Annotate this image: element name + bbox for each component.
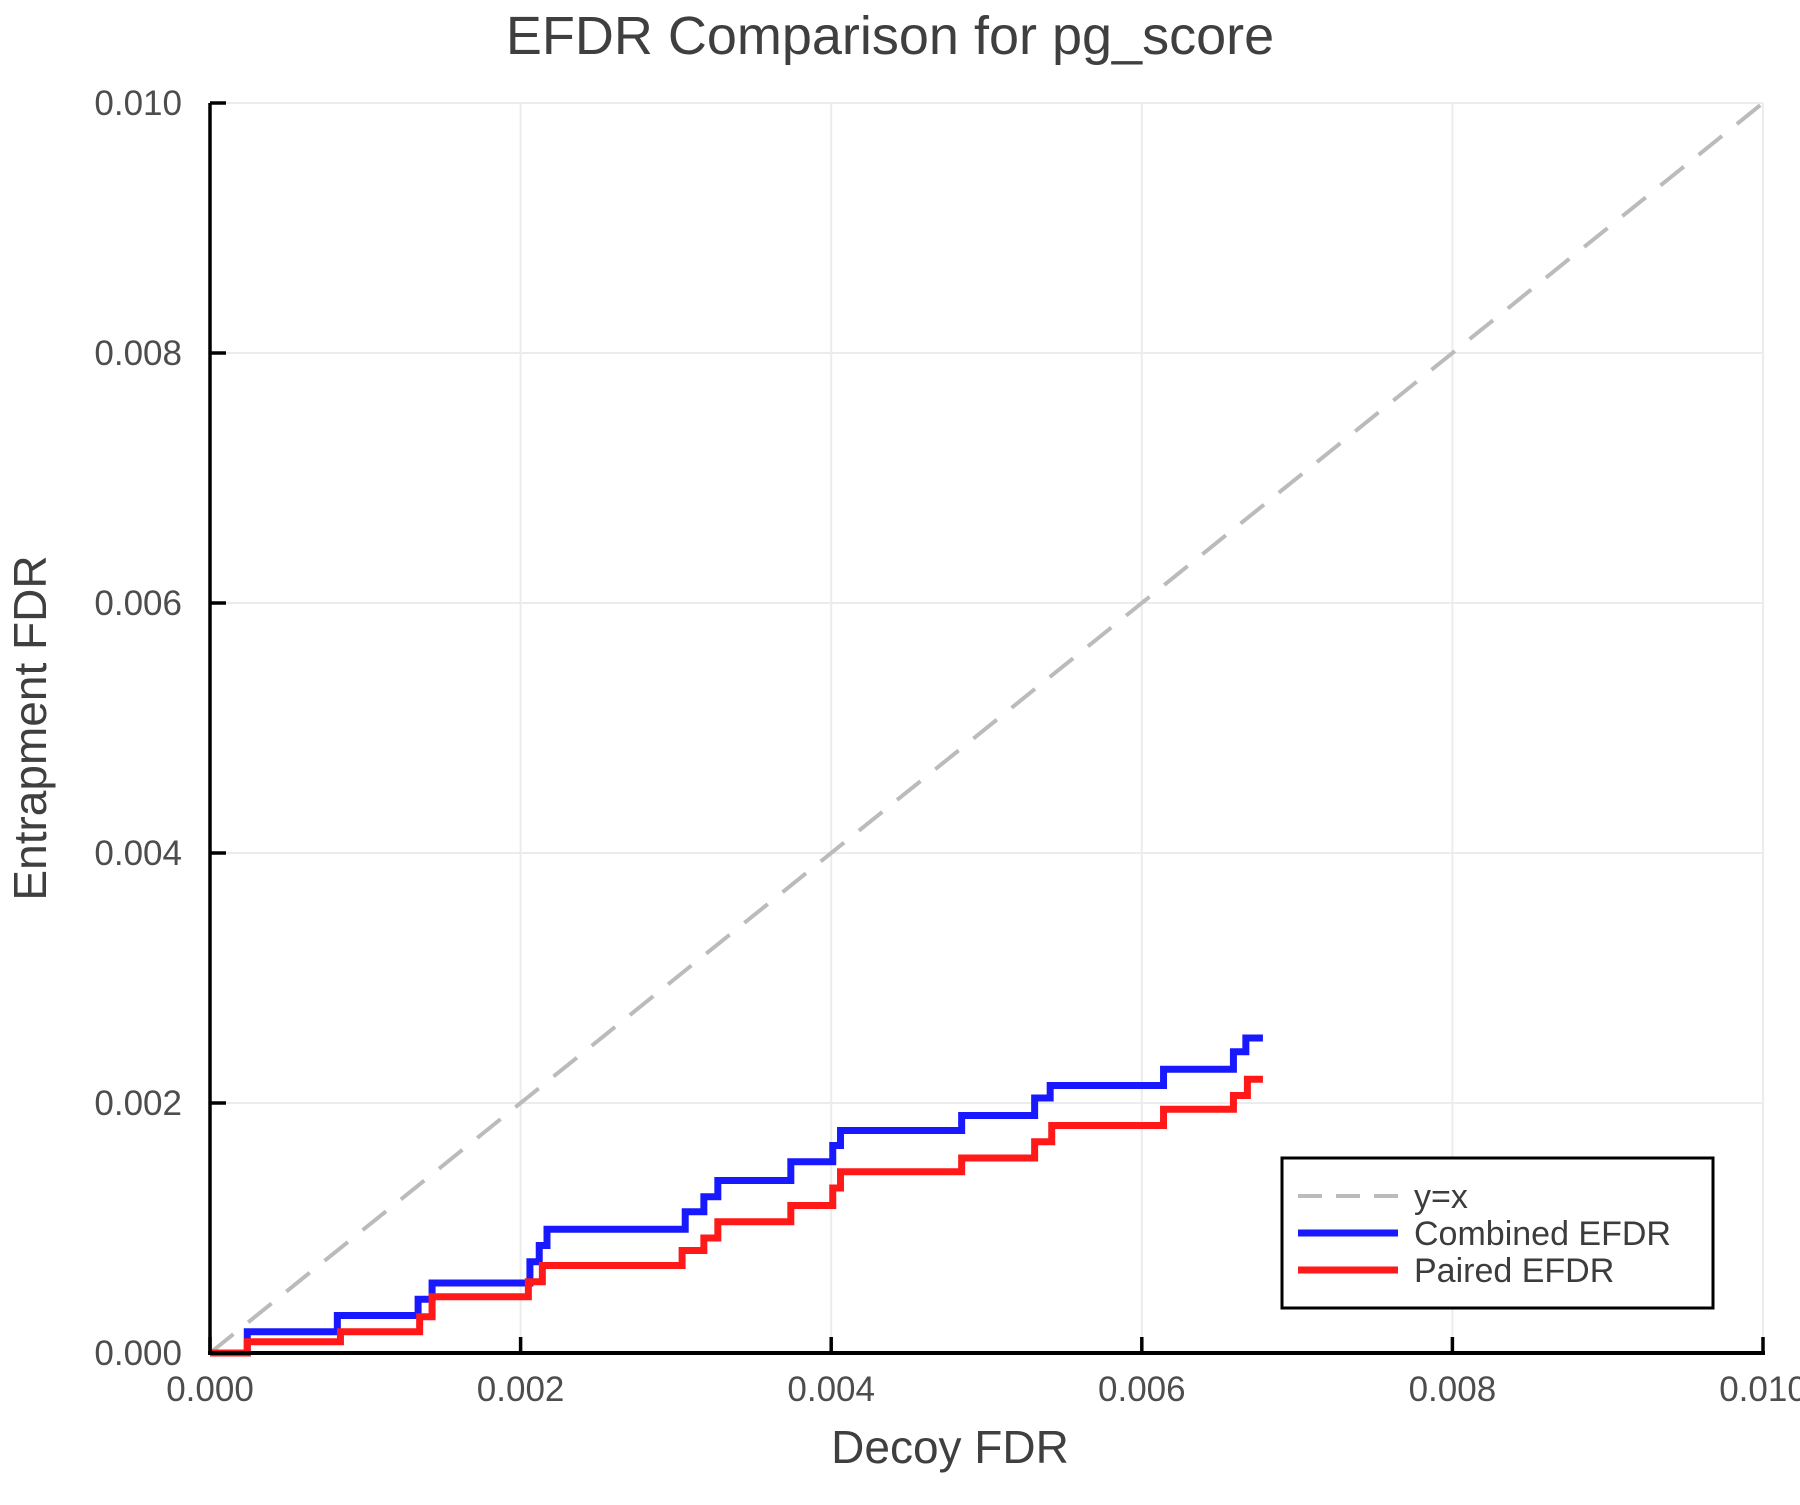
x-axis-label: Decoy FDR [831,1421,1069,1473]
legend-label-combined-efdr: Combined EFDR [1414,1215,1671,1253]
y-tick-label: 0.004 [94,834,182,873]
series-combined-efdr [210,1034,1263,1357]
x-tick-label: 0.000 [166,1370,254,1409]
tick-label-layer: 0.000 0.002 0.004 0.006 0.008 0.010 0.000 0.002… [94,84,1800,1409]
y-tick-label: 0.008 [94,334,182,373]
series-y-equals-x [208,101,1765,1355]
legend-label-paired-efdr: Paired EFDR [1414,1252,1614,1290]
x-tick-label: 0.002 [477,1370,565,1409]
x-tick-label: 0.004 [787,1370,875,1409]
series-layer [208,101,1765,1357]
legend-label-y-equals-x: y=x [1414,1178,1468,1216]
x-tick-label: 0.008 [1409,1370,1497,1409]
y-tick-label: 0.010 [94,84,182,123]
y-tick-label: 0.002 [94,1084,182,1123]
y-tick-label: 0.006 [94,584,182,623]
x-tick-label: 0.010 [1719,1370,1800,1409]
axes-layer [208,101,1765,1355]
y-tick-label: 0.000 [94,1334,182,1373]
series-paired-efdr [210,1075,1263,1357]
y-axis-label: Entrapment FDR [4,555,56,900]
chart-title: EFDR Comparison for pg_score [506,6,1274,66]
x-tick-label: 0.006 [1098,1370,1186,1409]
